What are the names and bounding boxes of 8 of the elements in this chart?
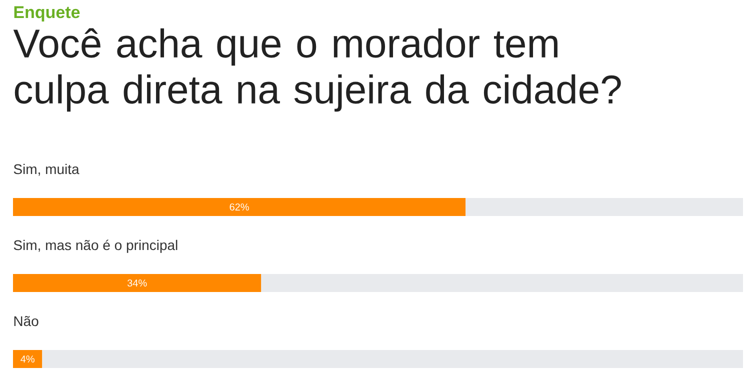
chart-title: Você acha que o morador tem culpa direta na sujeira da cidade? bbox=[13, 28, 621, 112]
chart-subtitle: Enquete bbox=[14, 6, 80, 22]
data-label: 4% bbox=[20, 356, 34, 363]
y-tick-label: Sim, muita bbox=[14, 164, 80, 176]
y-tick-label: Não bbox=[14, 316, 38, 326]
data-label: 62% bbox=[230, 203, 249, 211]
y-tick-label: Sim, mas não é o principal bbox=[14, 240, 178, 253]
data-label: 34% bbox=[127, 279, 147, 287]
